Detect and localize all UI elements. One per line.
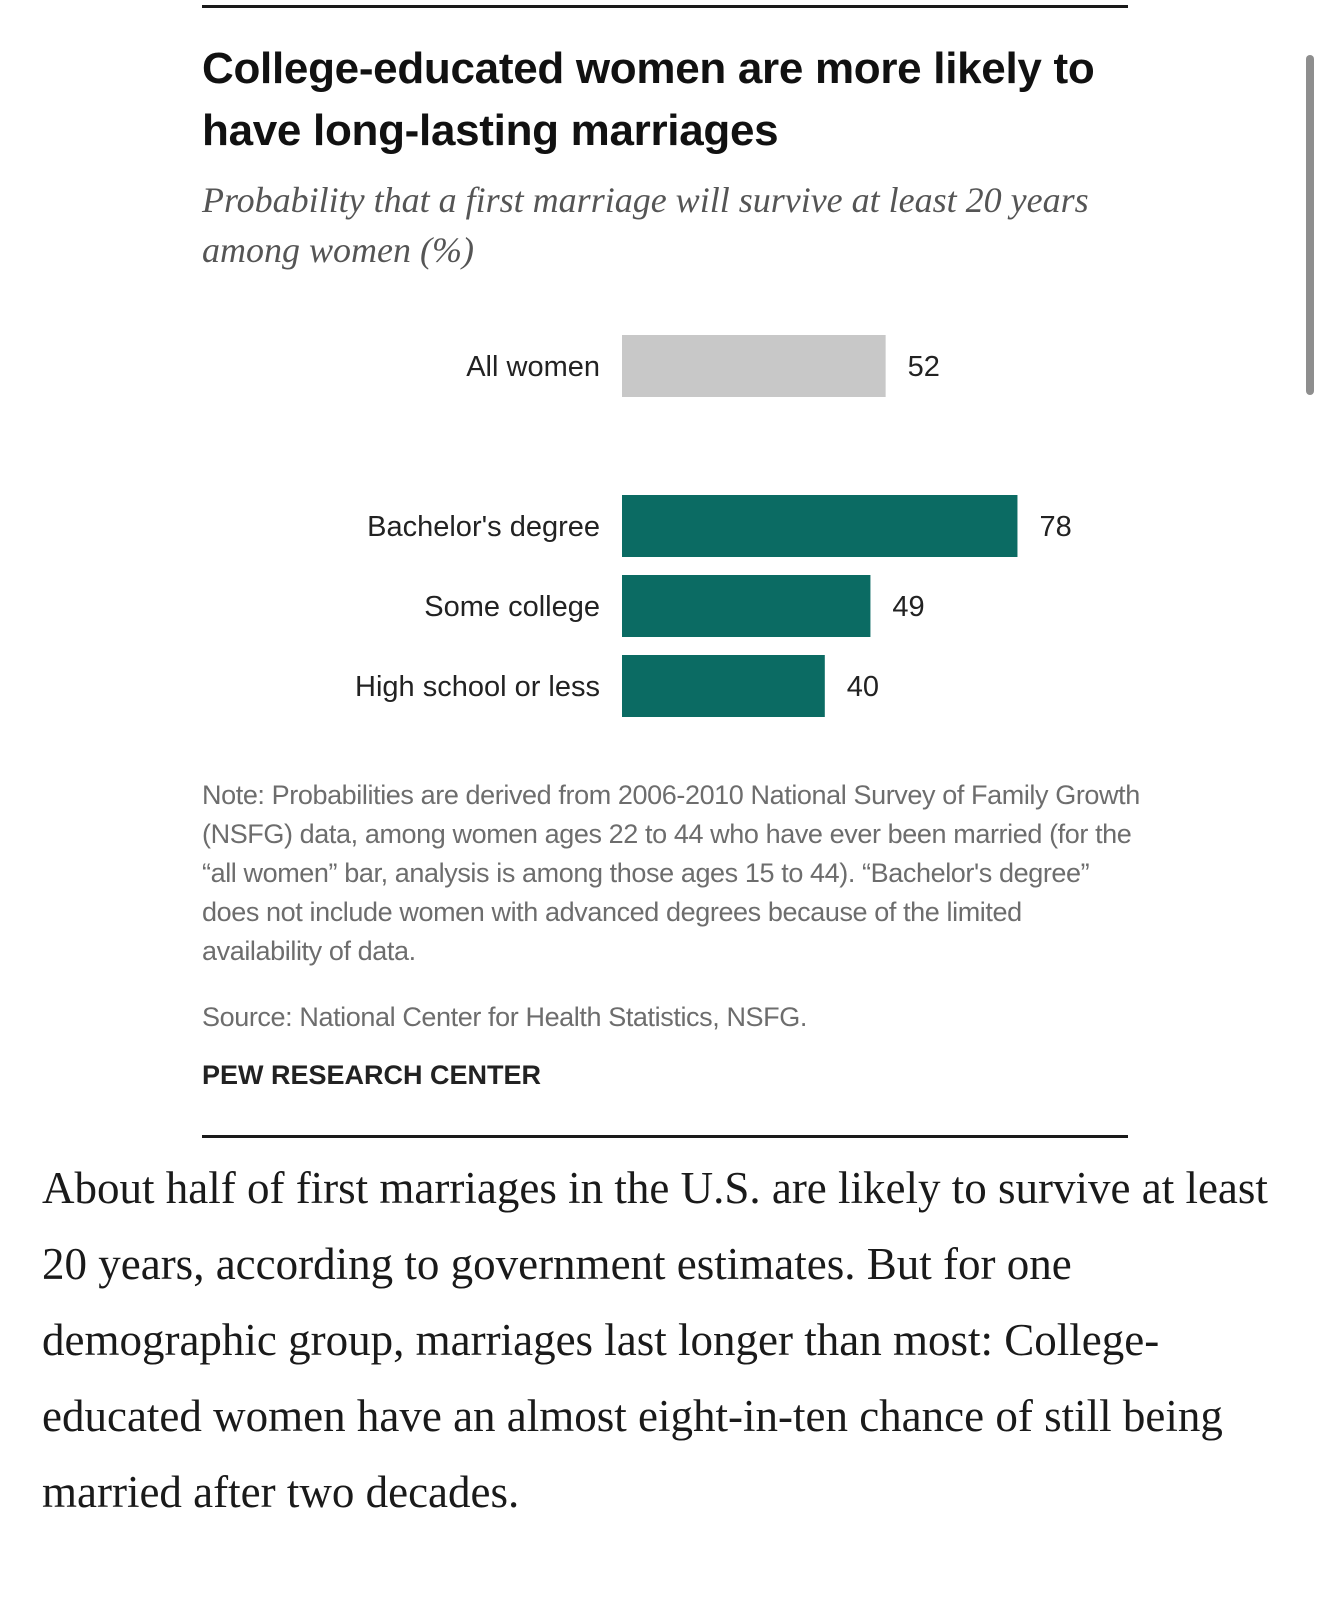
chart-subtitle: Probability that a first marriage will s… [202,180,1089,270]
value-label-all-women: 52 [908,351,940,383]
chart-title: College-educated women are more likely t… [202,44,1095,155]
bar-bachelor-s-degree [622,495,1018,557]
bar-high-school-or-less [622,655,825,717]
value-label-some-college: 49 [892,591,924,623]
top-divider [202,5,1128,8]
category-label-all-women: All women [466,351,600,383]
bar-all-women [622,335,886,397]
article-paragraph: About half of first marriages in the U.S… [42,1163,1268,1517]
bar-some-college [622,575,871,637]
category-label-some-college: Some college [424,591,600,623]
bar-chart: All women 52 Bachelor's degree 78 Some colle… [355,335,1072,717]
chart-note: Note: Probabilities are derived from 200… [202,780,1140,966]
value-label-high-school-or-less: 40 [847,671,879,703]
category-label-high-school-or-less: High school or less [355,671,600,703]
bottom-divider [202,1135,1128,1138]
scrollbar-thumb[interactable] [1306,55,1314,395]
value-label-bachelor-s-degree: 78 [1039,511,1071,543]
category-label-bachelor-s-degree: Bachelor's degree [367,511,600,543]
organization-credit: PEW RESEARCH CENTER [202,1060,542,1090]
chart-source: Source: National Center for Health Stati… [202,1002,807,1032]
